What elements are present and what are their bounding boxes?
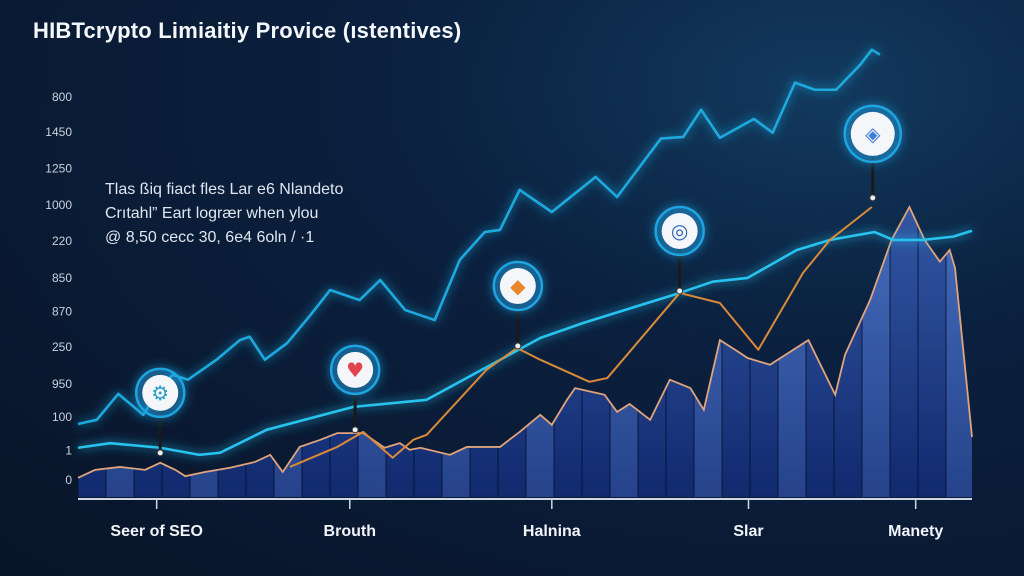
marker-anchor (351, 426, 359, 434)
y-tick-label: 950 (52, 377, 72, 391)
volume-bar (554, 206, 582, 497)
milestone-marker: ♥ (329, 344, 381, 434)
upper-trend-line (77, 48, 881, 426)
x-tick-label: Halnina (523, 523, 581, 540)
annotation-line: Crıtahl” Eart logrær when ylou (105, 205, 319, 222)
y-tick-label: 250 (52, 340, 72, 354)
y-tick-label: 100 (52, 410, 72, 424)
x-tick-label: Seer of SEO (110, 523, 202, 540)
marker-badge (499, 268, 536, 305)
marker-anchor (514, 342, 522, 350)
marker-anchor (676, 287, 684, 295)
volume-bar (834, 206, 862, 497)
token-icon: ⚙ (151, 381, 169, 405)
volume-bar (890, 206, 918, 497)
diamond-icon: ◈ (865, 122, 881, 146)
volume-bar (918, 206, 946, 497)
lower-trend-line (77, 229, 973, 457)
marker-anchor (869, 194, 877, 202)
y-tick-label: 1 (65, 443, 72, 457)
volume-bar (162, 206, 190, 497)
volume-bar (78, 206, 106, 497)
volume-bar (778, 206, 806, 497)
volume-bar (106, 206, 134, 497)
volume-bar (470, 206, 498, 497)
volume-bar (638, 206, 666, 497)
volume-bar (946, 206, 972, 497)
marker-badge (337, 351, 374, 388)
milestone-marker: ◆ (492, 260, 544, 350)
volume-bar (134, 206, 162, 497)
chart-title: HIBTcrypto Limiaitiy Provice (ıstentives… (33, 18, 462, 43)
volume-bar (806, 206, 834, 497)
volume-bar (190, 206, 218, 497)
milestone-marker: ◎ (654, 205, 705, 295)
marker-badge (142, 374, 179, 411)
y-tick-label: 1450 (45, 125, 72, 139)
marker-anchor (156, 449, 164, 457)
globe-icon: ◎ (671, 219, 688, 243)
volume-bar (274, 206, 302, 497)
y-tick-label: 850 (52, 271, 72, 285)
volume-bar (414, 206, 442, 497)
x-tick-label: Slar (733, 523, 763, 540)
annotation-text: Tlas ßiq fiact fles Lar e6 Nlandeto Crıt… (105, 178, 343, 250)
milestone-marker: ⚙ (134, 367, 186, 457)
y-tick-label: 1250 (45, 162, 72, 176)
y-tick-label: 870 (52, 305, 72, 319)
x-tick-label: Brouth (324, 523, 376, 540)
fox-icon: ◆ (510, 274, 526, 298)
annotation-line: Tlas ßiq fiact fles Lar e6 Nlandeto (105, 181, 344, 198)
volume-bar (694, 206, 722, 497)
marker-badge (850, 111, 895, 156)
y-tick-label: 1000 (45, 198, 72, 212)
y-tick-label: 800 (52, 90, 72, 104)
volume-bar (610, 206, 638, 497)
orange-trend-line (289, 206, 873, 468)
volume-area-fill (78, 206, 972, 497)
marker-badge (661, 212, 698, 249)
x-tick-label: Manety (888, 523, 943, 540)
milestone-marker: ◈ (843, 104, 903, 202)
volume-bar (358, 206, 386, 497)
volume-bar (386, 206, 414, 497)
y-tick-label: 220 (52, 234, 72, 248)
volume-bar (218, 206, 246, 497)
heart-icon: ♥ (346, 358, 364, 382)
volume-bar (582, 206, 610, 497)
annotation-line: @ 8,50 cecc 30, 6e4 6oln / ·1 (105, 229, 315, 246)
y-tick-label: 0 (65, 473, 72, 487)
volume-area-outline (77, 204, 973, 479)
volume-bar (722, 206, 750, 497)
volume-bar (302, 206, 330, 497)
